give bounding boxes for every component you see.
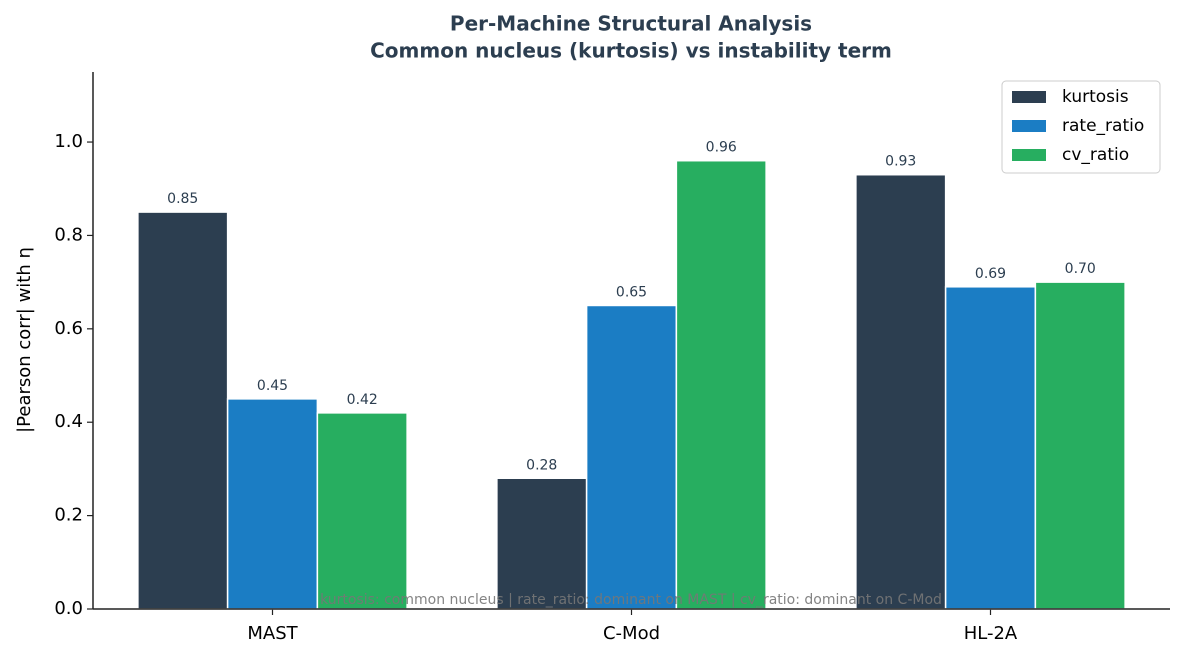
bar <box>585 304 678 610</box>
y-axis-label: |Pearson corr| with η <box>14 247 35 433</box>
bar <box>226 398 319 610</box>
y-tick-label: 0.8 <box>54 224 83 245</box>
value-label: 0.45 <box>257 378 288 394</box>
value-label: 0.70 <box>1065 261 1096 277</box>
y-tick-label: 0.4 <box>54 411 83 432</box>
annotation: kurtosis: common nucleus | rate_ratio: d… <box>320 592 942 608</box>
legend-label: cv_ratio <box>1062 145 1129 165</box>
bar <box>137 211 229 610</box>
value-label: 0.28 <box>526 457 557 473</box>
value-label: 0.42 <box>347 392 378 408</box>
x-tick-label: C-Mod <box>603 623 660 644</box>
y-tick-label: 0.6 <box>54 318 83 339</box>
y-tick-label: 1.0 <box>54 131 83 152</box>
bar <box>675 159 767 610</box>
bar <box>316 412 408 610</box>
legend-swatch <box>1012 149 1046 161</box>
value-label: 0.85 <box>167 191 198 207</box>
chart-subtitle: Common nucleus (kurtosis) vs instability… <box>370 39 892 63</box>
y-tick-label: 0.0 <box>54 598 83 619</box>
x-tick-label: MAST <box>247 623 298 644</box>
bar <box>944 286 1037 610</box>
x-tick-label: HL-2A <box>964 623 1018 644</box>
bar <box>496 477 588 610</box>
legend-swatch <box>1012 120 1046 132</box>
value-label: 0.69 <box>975 266 1006 282</box>
bar <box>855 173 947 610</box>
legend-label: kurtosis <box>1062 87 1129 107</box>
value-label: 0.96 <box>706 140 737 156</box>
chart-title: Per-Machine Structural Analysis <box>450 12 812 36</box>
legend-swatch <box>1012 91 1046 103</box>
bar <box>1034 281 1126 610</box>
legend-label: rate_ratio <box>1062 116 1144 136</box>
y-tick-label: 0.2 <box>54 505 83 526</box>
value-label: 0.65 <box>616 284 647 300</box>
value-label: 0.93 <box>885 154 916 170</box>
